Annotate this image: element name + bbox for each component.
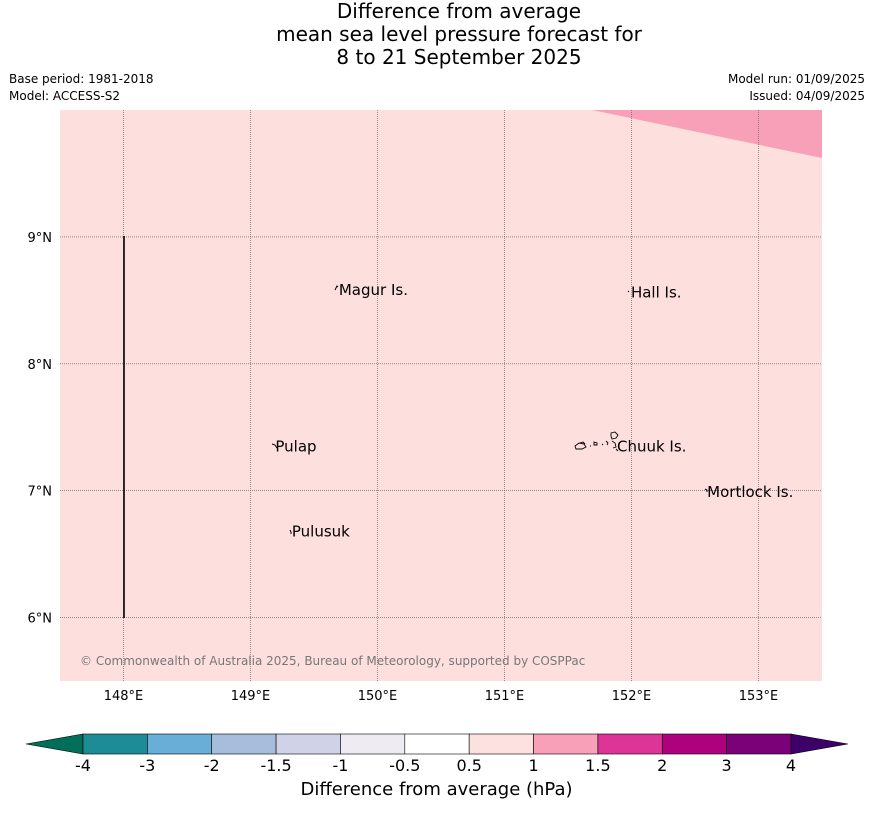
model-name: Model: ACCESS-S2 — [9, 89, 121, 103]
colorbar-swatch — [533, 733, 599, 755]
meta-right: Model run: 01/09/2025 Issued: 04/09/2025 — [728, 71, 865, 105]
map-background — [60, 110, 822, 681]
place-label: Pulusuk — [292, 522, 350, 540]
model-run: Model run: 01/09/2025 — [727, 72, 865, 86]
colorbar-swatch — [404, 733, 470, 755]
colorbar-tick-label: -0.5 — [389, 756, 420, 775]
place-label: Pulap — [275, 437, 316, 455]
colorbar-tick-label: 4 — [786, 756, 796, 775]
longitude-tick-label: 153°E — [739, 689, 779, 704]
colorbar-tick-label: -4 — [75, 756, 91, 775]
copyright-notice: © Commonwealth of Australia 2025, Bureau… — [80, 654, 585, 668]
colorbar-swatch — [340, 733, 406, 755]
colorbar-swatch — [661, 733, 727, 755]
colorbar-label: Difference from average (hPa) — [300, 779, 573, 800]
longitude-ticks: 148°E 149°E 150°E 151°E 152°E 153°E — [104, 689, 779, 704]
colorbar-tick-label: -1 — [332, 756, 348, 775]
colorbar-swatch — [147, 733, 213, 755]
colorbar-swatch — [597, 733, 663, 755]
title-line-1: Difference from average — [336, 0, 582, 23]
place-label: Mortlock Is. — [707, 483, 793, 501]
colorbar-tick-label: 1.5 — [585, 756, 610, 775]
colorbar: -4 -3 -2 -1.5 -1 -0.5 0.5 1 1.5 2 3 4 — [25, 733, 849, 775]
colorbar-swatch — [726, 733, 792, 755]
colorbar-tick-label: -3 — [139, 756, 155, 775]
colorbar-tick-label: 0.5 — [456, 756, 481, 775]
longitude-tick-label: 152°E — [612, 689, 652, 704]
title-line-2: mean sea level pressure forecast for — [276, 22, 642, 46]
place-label: Hall Is. — [631, 284, 682, 302]
latitude-tick-label: 6°N — [28, 612, 53, 627]
island-outlines — [271, 285, 708, 534]
place-label: Magur Is. — [339, 281, 408, 299]
colorbar-low-extend — [25, 733, 84, 755]
latitude-tick-label: 9°N — [28, 231, 53, 246]
meta-left: Base period: 1981-2018 Model: ACCESS-S2 — [9, 71, 154, 105]
base-period: Base period: 1981-2018 — [9, 72, 154, 86]
latitude-tick-label: 7°N — [28, 485, 53, 500]
colorbar-tick-label: 2 — [657, 756, 667, 775]
colorbar-tick-label: 1 — [528, 756, 538, 775]
colorbar-high-extend — [790, 733, 849, 755]
colorbar-tick-label: 3 — [722, 756, 732, 775]
longitude-tick-label: 148°E — [104, 689, 144, 704]
pressure-anomaly-region — [592, 110, 822, 158]
longitude-tick-label: 151°E — [485, 689, 525, 704]
issued-date: Issued: 04/09/2025 — [749, 89, 865, 103]
colorbar-swatch — [468, 733, 534, 755]
colorbar-tick-label: -1.5 — [260, 756, 291, 775]
colorbar-swatch — [275, 733, 341, 755]
colorbar-tick-label: -2 — [204, 756, 220, 775]
longitude-tick-label: 149°E — [231, 689, 271, 704]
map-title: Difference from average mean sea level p… — [0, 0, 873, 69]
place-label: Chuuk Is. — [617, 437, 686, 455]
longitude-tick-label: 150°E — [358, 689, 398, 704]
latitude-ticks: 9°N 8°N 7°N 6°N — [28, 231, 53, 627]
latitude-tick-label: 8°N — [28, 358, 53, 373]
colorbar-swatch — [82, 733, 148, 755]
colorbar-swatch — [211, 733, 277, 755]
title-line-3: 8 to 21 September 2025 — [336, 45, 582, 69]
grid-lines — [60, 110, 822, 681]
place-labels: Magur Is. Hall Is. Pulap Chuuk Is. Mortlock … — [275, 281, 793, 540]
